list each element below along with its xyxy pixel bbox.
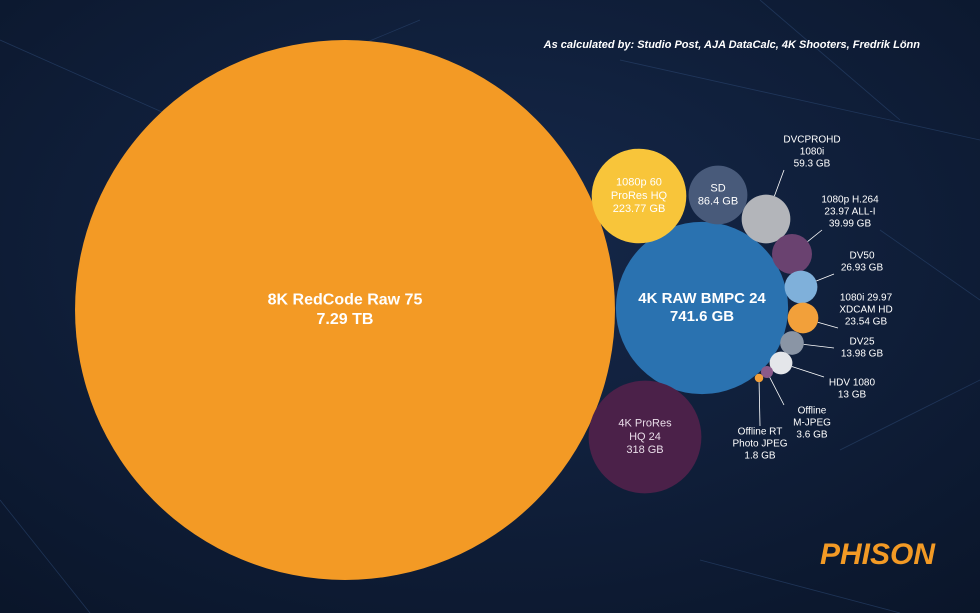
bubble-label: XDCAM HD: [839, 305, 892, 316]
bubble-label: 1080p 60: [616, 177, 662, 189]
bubble: [741, 194, 791, 244]
bubble-label: 39.99 GB: [829, 219, 872, 230]
bubble-label: Offline: [798, 406, 827, 417]
leader-line: [758, 382, 761, 427]
bubble-label: 1.8 GB: [744, 451, 775, 462]
bubble-label: 23.97 ALL-I: [824, 207, 875, 218]
bubble-label: HQ 24: [629, 431, 661, 443]
bubble-label: 223.77 GB: [613, 203, 666, 215]
bubble: [75, 40, 615, 580]
leader-line: [769, 377, 785, 406]
bubble-label: SD: [710, 182, 725, 194]
bubble-label: 4K RAW BMPC 24: [638, 290, 766, 307]
bubble: [615, 221, 789, 395]
bubble-label: 4K ProRes: [618, 418, 672, 430]
leader-line: [816, 273, 835, 282]
bubble: [769, 351, 793, 375]
bubble: [754, 373, 764, 383]
bubble-label: DV25: [849, 337, 874, 348]
bubble: [772, 234, 812, 274]
bubble: [688, 165, 748, 225]
bubble: [761, 366, 773, 378]
bubble-label: HDV 1080: [829, 378, 876, 389]
bubble-label: 13 GB: [838, 390, 867, 401]
bubble-label: 13.98 GB: [841, 349, 884, 360]
bubble-label: DVCPROHD: [783, 135, 840, 146]
logo: PHISON: [820, 538, 936, 571]
bubble-label: 59.3 GB: [794, 159, 831, 170]
bubble-label: 86.4 GB: [698, 196, 738, 208]
bubble-label: 23.54 GB: [845, 317, 888, 328]
bubble-label: M-JPEG: [793, 418, 831, 429]
leader-line: [807, 229, 823, 242]
bubble-label: 26.93 GB: [841, 263, 884, 274]
bubble-label: ProRes HQ: [611, 190, 668, 202]
leader-line: [791, 366, 825, 378]
source-note: As calculated by: Studio Post, AJA DataC…: [543, 39, 921, 51]
bubble-label: 1080i: [800, 147, 824, 158]
leader-line: [817, 321, 839, 329]
bubble: [784, 270, 818, 304]
bubble-label: 1080i 29.97: [840, 293, 893, 304]
bubble-label: 3.6 GB: [796, 430, 827, 441]
bubble-label: Offline RT: [738, 427, 783, 438]
bubble: [588, 380, 702, 494]
bubble-label: 7.29 TB: [317, 311, 374, 328]
bubble-label: DV50: [849, 251, 874, 262]
bubble-label: 1080p H.264: [821, 195, 879, 206]
bubble: [780, 331, 804, 355]
bubble-label: 8K RedCode Raw 75: [268, 292, 423, 309]
bubble: [591, 148, 687, 244]
leader-line: [774, 169, 785, 197]
leader-line: [803, 344, 835, 349]
bubble-label: Photo JPEG: [732, 439, 787, 450]
bubble-label: 318 GB: [626, 444, 663, 456]
bubble: [787, 302, 819, 334]
bubble-label: 741.6 GB: [670, 308, 734, 325]
